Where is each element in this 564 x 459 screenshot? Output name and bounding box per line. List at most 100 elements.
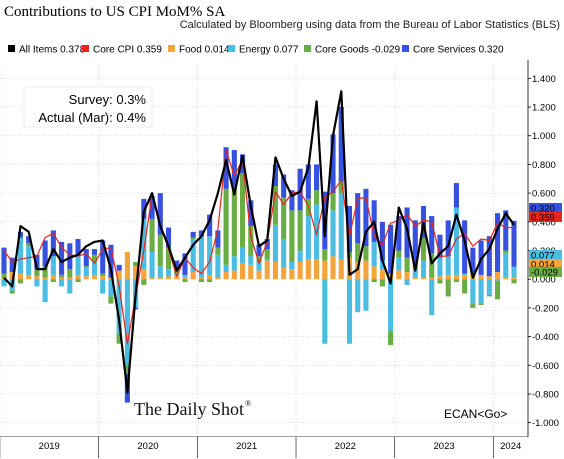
bar-segment — [511, 220, 517, 267]
legend-entry: Core Goods -0.029 — [315, 45, 400, 56]
bar-segment — [338, 107, 344, 182]
bar-segment — [116, 333, 122, 344]
bar-segment — [83, 276, 89, 280]
bar-segment — [190, 231, 196, 238]
legend-swatch — [228, 45, 235, 52]
bar-segment — [190, 237, 196, 240]
bar-segment — [445, 279, 451, 297]
bar-segment — [124, 251, 130, 280]
y-tick-label: 1.000 — [532, 131, 556, 142]
bar-segment — [281, 267, 287, 280]
bar-segment — [26, 274, 32, 280]
bar-segment — [215, 230, 221, 248]
y-tick-label: 1.400 — [532, 74, 556, 85]
bar-segment — [124, 279, 130, 366]
bar-segment — [322, 249, 328, 261]
bar-segment — [165, 247, 172, 270]
bar-segment — [133, 266, 139, 280]
bar-segment — [108, 279, 114, 297]
y-tick-label: 1.200 — [532, 103, 556, 114]
bar-segment — [182, 279, 188, 283]
bar-segment — [75, 256, 81, 275]
bar-segment — [453, 207, 459, 275]
bar-segment — [437, 257, 443, 277]
bar-segment — [83, 267, 89, 277]
y-tick-label: -0.400 — [532, 332, 559, 343]
bar-segment — [239, 173, 246, 248]
bar-segment — [67, 269, 73, 278]
bar-segment — [157, 266, 163, 278]
bar-segment — [412, 277, 418, 280]
bar-segment — [338, 181, 344, 194]
bar-segment — [470, 303, 476, 308]
bar-segment — [338, 259, 344, 280]
bar-segment — [305, 216, 311, 260]
bar-segment — [207, 214, 213, 237]
actual-text: Actual (Mar): 0.4% — [38, 110, 146, 125]
bar-segment — [165, 269, 172, 277]
bar-segment — [379, 269, 385, 280]
bar-segment — [215, 247, 221, 255]
bar-segment — [388, 330, 394, 346]
bar-segment — [198, 230, 204, 237]
bar-segment — [478, 279, 484, 304]
bar-segment — [223, 264, 229, 273]
value-tag-label: 0.014 — [531, 260, 555, 271]
bar-segment — [59, 279, 65, 287]
bar-segment — [207, 274, 213, 280]
bar-segment — [330, 210, 336, 257]
bar-segment — [453, 274, 459, 280]
bar-segment — [248, 264, 254, 280]
bar-segment — [437, 234, 443, 258]
bar-segment — [116, 270, 122, 280]
bar-segment — [264, 259, 270, 261]
bar-segment — [215, 254, 221, 278]
bar-segment — [17, 231, 24, 238]
bar-segment — [272, 224, 279, 262]
bar-segment — [379, 279, 385, 287]
y-tick-label: 0.000 — [532, 275, 556, 286]
bar-segment — [503, 210, 509, 251]
bar-segment — [91, 261, 98, 275]
bar-segment — [34, 254, 40, 270]
bar-segment — [239, 247, 246, 264]
bar-segment — [330, 193, 336, 211]
bar-segment — [149, 195, 155, 219]
bar-segment — [429, 277, 435, 280]
bar-segment — [429, 279, 435, 316]
bar-segment — [149, 218, 155, 252]
bar-segment — [363, 246, 369, 261]
bar-segment — [494, 272, 501, 280]
bar-segment — [281, 239, 287, 268]
value-tag — [529, 267, 562, 277]
bar-segment — [305, 164, 311, 199]
chart-subtitle: Calculated by Bloomberg using data from … — [179, 19, 560, 31]
bar-segment — [289, 269, 295, 280]
bar-segment — [412, 269, 418, 278]
bar-segment — [363, 260, 369, 280]
bar-segment — [388, 224, 394, 274]
x-axis-band — [0, 437, 528, 459]
bar-segment — [248, 200, 254, 227]
value-tag-label: 0.320 — [531, 204, 555, 215]
bar-segment — [371, 241, 377, 267]
bar-segment — [1, 273, 7, 278]
bar-segment — [9, 272, 15, 280]
bar-segment — [338, 193, 344, 260]
bar-segment — [494, 213, 501, 273]
bar-segment — [462, 273, 468, 275]
bar-segment — [445, 274, 451, 280]
bar-segment — [429, 253, 435, 278]
bar-segment — [50, 230, 56, 257]
bar-segment — [141, 198, 147, 219]
bar-segment — [17, 237, 24, 274]
legend-entry: Core Services 0.320 — [413, 45, 504, 56]
bar-segment — [50, 274, 56, 280]
bar-segment — [379, 260, 385, 270]
bar-segment — [198, 277, 204, 280]
bar-segment — [248, 256, 254, 265]
bar-segment — [165, 227, 172, 248]
bar-segment — [9, 290, 15, 294]
legend-entry: Energy 0.077 — [239, 45, 299, 56]
bar-segment — [248, 226, 254, 257]
